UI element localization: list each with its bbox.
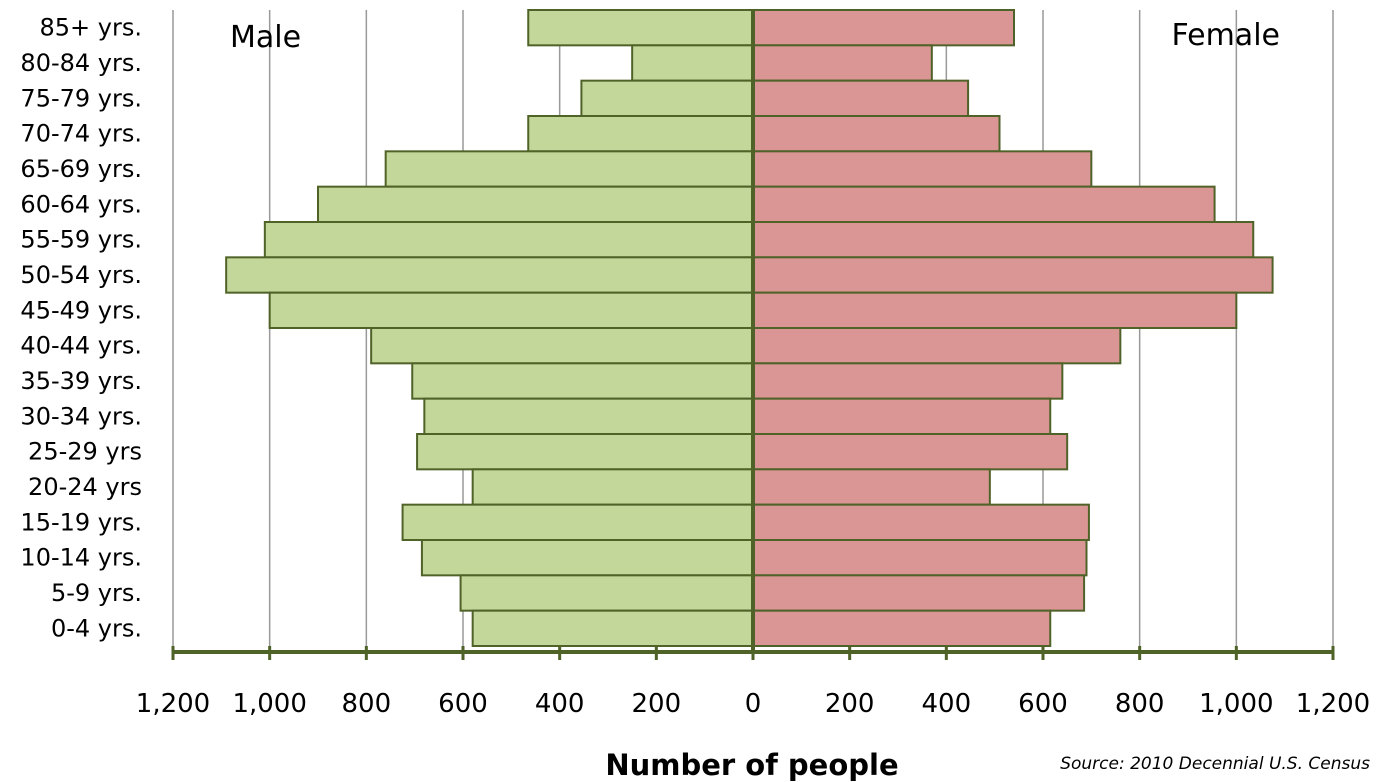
bar-female-12 (752, 433, 1069, 471)
bar-female-11 (752, 397, 1052, 435)
category-label-5: 60-64 yrs. (20, 190, 142, 218)
x-tick-label-11: 1,000 (1199, 689, 1273, 719)
bar-male-16 (459, 574, 754, 612)
bar-female-17 (752, 609, 1052, 648)
bars (225, 9, 1274, 648)
bar-female-10 (752, 362, 1064, 400)
category-label-6: 55-59 yrs. (20, 226, 142, 254)
bar-female-1 (752, 44, 933, 82)
bar-female-7 (752, 256, 1274, 294)
category-label-1: 80-84 yrs. (20, 49, 142, 77)
bar-male-8 (268, 291, 754, 329)
bar-male-17 (471, 609, 754, 648)
bar-male-0 (527, 9, 754, 47)
x-tick-label-7: 200 (825, 689, 875, 719)
bar-male-15 (420, 539, 754, 577)
category-label-14: 15-19 yrs. (20, 508, 142, 536)
bar-female-15 (752, 539, 1088, 577)
x-tick-label-2: 800 (342, 689, 392, 719)
bar-female-13 (752, 468, 991, 506)
x-tick-label-4: 400 (535, 689, 585, 719)
bar-male-12 (416, 433, 754, 471)
x-tick-label-8: 400 (922, 689, 972, 719)
category-label-16: 5-9 yrs. (51, 579, 142, 607)
legend-male-label: Male (230, 20, 301, 55)
category-label-12: 25-29 yrs (28, 438, 142, 466)
category-label-10: 35-39 yrs. (20, 367, 142, 395)
bar-male-3 (527, 115, 754, 153)
x-tick-label-12: 1,200 (1296, 689, 1370, 719)
bar-male-14 (401, 503, 754, 541)
bar-female-4 (752, 150, 1093, 188)
category-label-17: 0-4 yrs. (51, 614, 142, 642)
category-label-8: 45-49 yrs. (20, 296, 142, 324)
category-label-13: 20-24 yrs (28, 473, 142, 501)
bar-male-5 (317, 185, 754, 224)
category-labels: 85+ yrs. 80-84 yrs. 75-79 yrs. 70-74 yrs. 65… (20, 14, 142, 643)
bar-male-10 (411, 362, 754, 400)
bar-female-5 (752, 185, 1216, 224)
x-tick-label-0: 1,200 (136, 689, 210, 719)
bar-male-1 (631, 44, 755, 82)
legend-female-label: Female (1172, 18, 1280, 53)
bar-male-9 (370, 327, 754, 365)
bar-female-16 (752, 574, 1086, 612)
x-tick-label-6: 0 (745, 689, 762, 719)
bar-male-4 (384, 150, 754, 188)
source-note: Source: 2010 Decennial U.S. Census (1060, 754, 1370, 774)
category-label-0: 85+ yrs. (40, 14, 142, 42)
bar-female-14 (752, 503, 1090, 541)
category-label-2: 75-79 yrs. (20, 84, 142, 112)
category-label-15: 10-14 yrs. (20, 544, 142, 572)
category-label-7: 50-54 yrs. (20, 261, 142, 289)
bar-female-6 (752, 221, 1255, 259)
bar-male-6 (263, 221, 754, 259)
bar-male-7 (225, 256, 754, 294)
axes (171, 10, 1335, 660)
bar-female-9 (752, 327, 1122, 365)
bar-male-11 (423, 397, 754, 435)
x-tick-label-3: 600 (438, 689, 488, 719)
x-tick-label-10: 800 (1115, 689, 1165, 719)
category-label-11: 30-34 yrs. (20, 402, 142, 430)
category-label-3: 70-74 yrs. (20, 120, 142, 148)
x-tick-label-9: 600 (1018, 689, 1068, 719)
category-label-9: 40-44 yrs. (20, 332, 142, 360)
category-label-4: 65-69 yrs. (20, 155, 142, 183)
tick-labels: 1,200 1,000 800 600 400 200 0 200 400 600 800 1,000… (136, 689, 1370, 719)
bar-female-0 (752, 9, 1015, 47)
bar-female-8 (752, 291, 1238, 329)
x-tick-label-5: 200 (632, 689, 682, 719)
bar-female-3 (752, 115, 1001, 153)
bar-male-13 (471, 468, 754, 506)
bar-male-2 (580, 79, 755, 117)
x-axis-title: Number of people (605, 748, 898, 782)
bar-female-2 (752, 79, 970, 117)
x-tick-label-1: 1,000 (232, 689, 306, 719)
